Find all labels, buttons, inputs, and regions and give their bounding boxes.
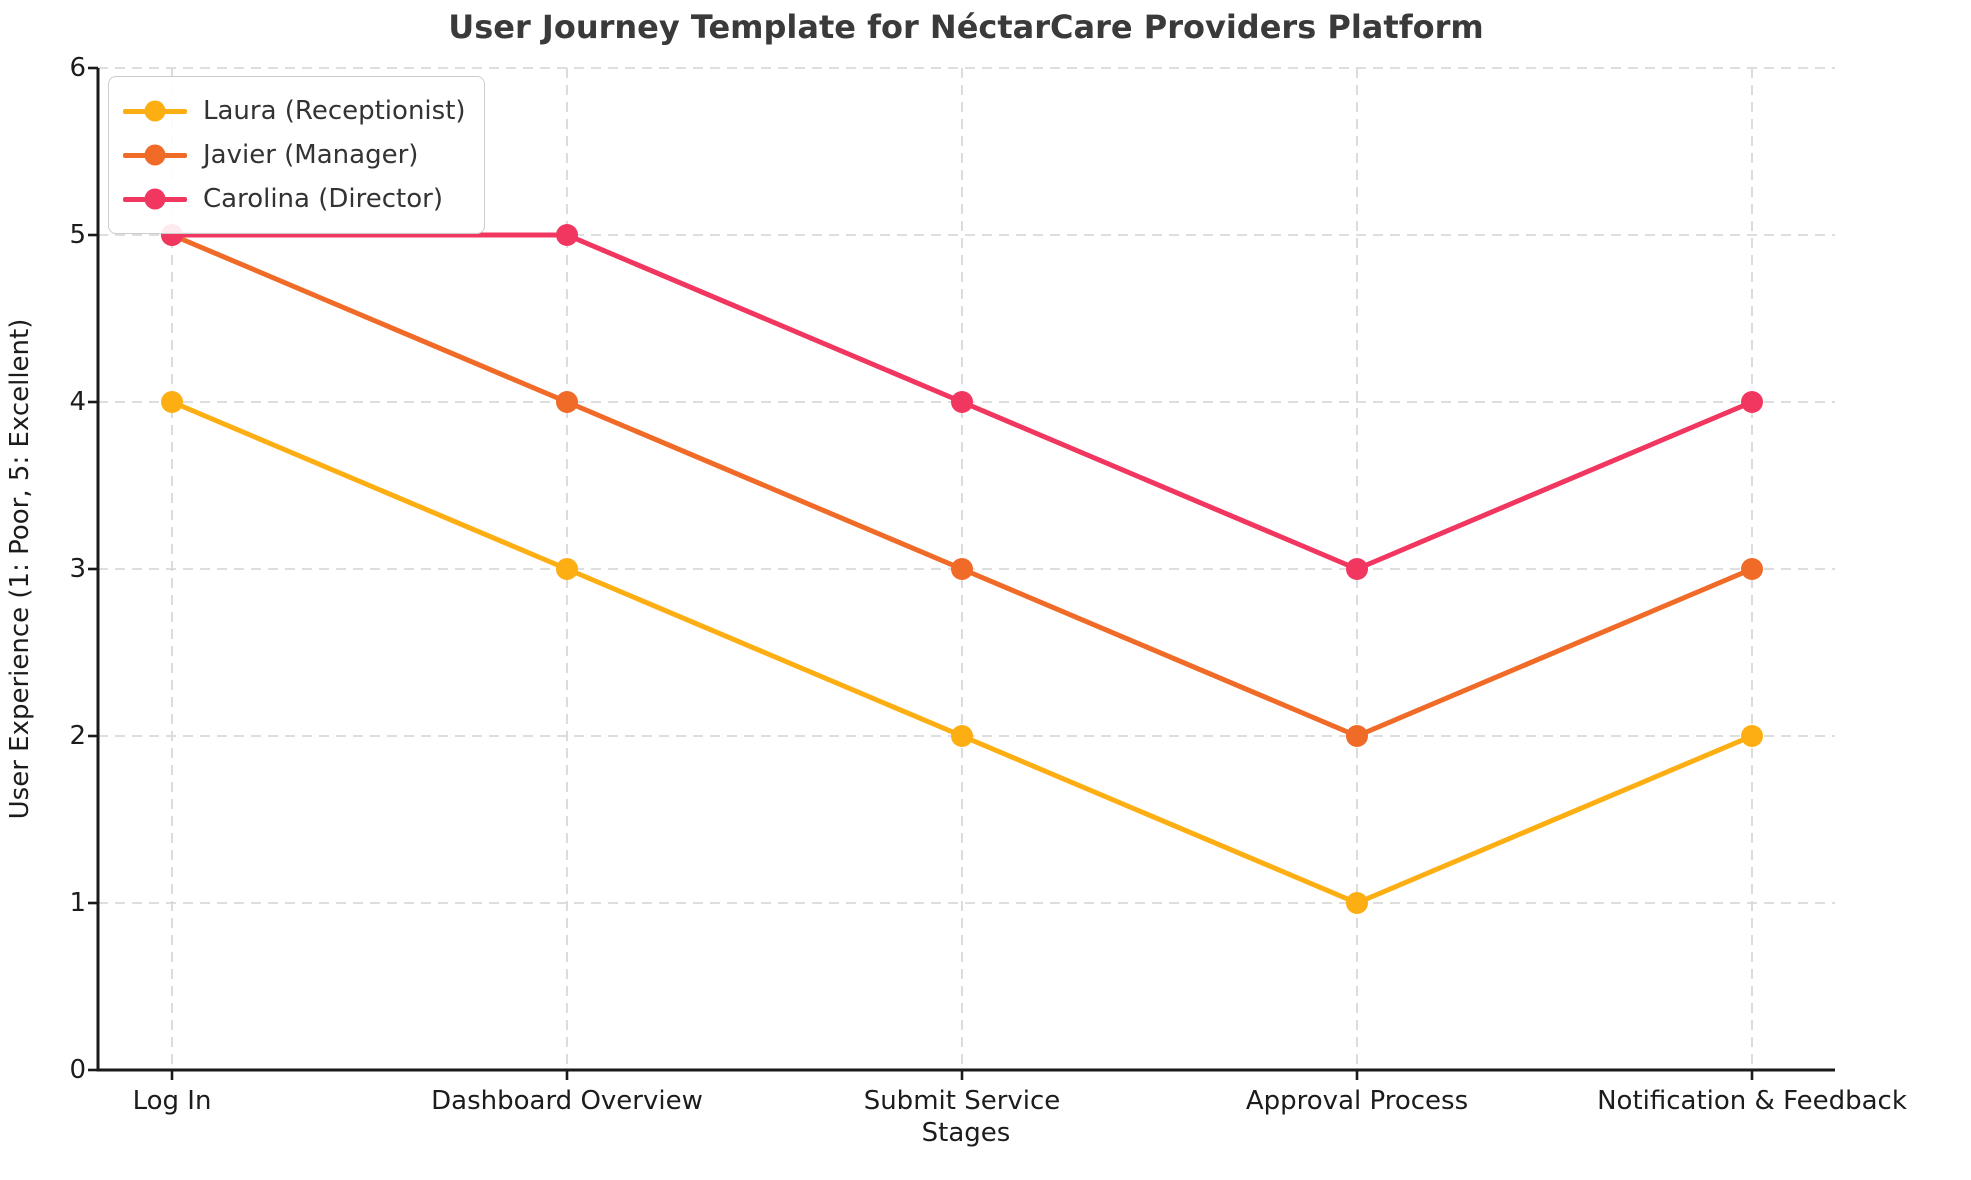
chart-title: User Journey Template for NéctarCare Pro… (448, 8, 1484, 46)
data-point-javier-2 (951, 558, 973, 580)
data-point-javier-1 (556, 391, 578, 413)
data-point-laura-2 (951, 725, 973, 747)
data-point-javier-4 (1741, 558, 1763, 580)
x-axis-label: Stages (921, 1118, 1011, 1148)
x-tick-label: Notification & Feedback (1597, 1086, 1907, 1116)
x-tick-label: Dashboard Overview (431, 1086, 703, 1116)
x-tick-label: Log In (132, 1086, 212, 1116)
y-tick-label: 0 (69, 1055, 86, 1085)
y-tick-label: 5 (69, 220, 86, 250)
legend-swatch-carolina (123, 196, 187, 202)
y-tick-label: 1 (69, 888, 86, 918)
data-point-laura-1 (556, 558, 578, 580)
data-point-carolina-2 (951, 391, 973, 413)
data-point-laura-3 (1346, 892, 1368, 914)
data-point-laura-4 (1741, 725, 1763, 747)
data-point-carolina-4 (1741, 391, 1763, 413)
legend: Laura (Receptionist) Javier (Manager) Caro… (108, 76, 485, 234)
data-point-carolina-3 (1346, 558, 1368, 580)
x-tick-label: Approval Process (1245, 1086, 1469, 1116)
y-tick-label: 2 (69, 721, 86, 751)
data-point-javier-3 (1346, 725, 1368, 747)
legend-item-javier: Javier (Manager) (123, 133, 466, 177)
y-axis-label: User Experience (1: Poor, 5: Excellent) (5, 318, 35, 820)
y-tick-label: 4 (69, 387, 86, 417)
legend-swatch-javier (123, 152, 187, 158)
legend-item-carolina: Carolina (Director) (123, 177, 466, 221)
legend-label-javier: Javier (Manager) (203, 140, 419, 170)
data-point-carolina-1 (556, 224, 578, 246)
legend-label-carolina: Carolina (Director) (203, 184, 443, 214)
legend-label-laura: Laura (Receptionist) (203, 96, 466, 126)
data-point-laura-0 (161, 391, 183, 413)
y-tick-label: 6 (69, 53, 86, 83)
y-tick-label: 3 (69, 554, 86, 584)
legend-item-laura: Laura (Receptionist) (123, 89, 466, 133)
legend-swatch-laura (123, 108, 187, 114)
x-tick-label: Submit Service (863, 1086, 1061, 1116)
